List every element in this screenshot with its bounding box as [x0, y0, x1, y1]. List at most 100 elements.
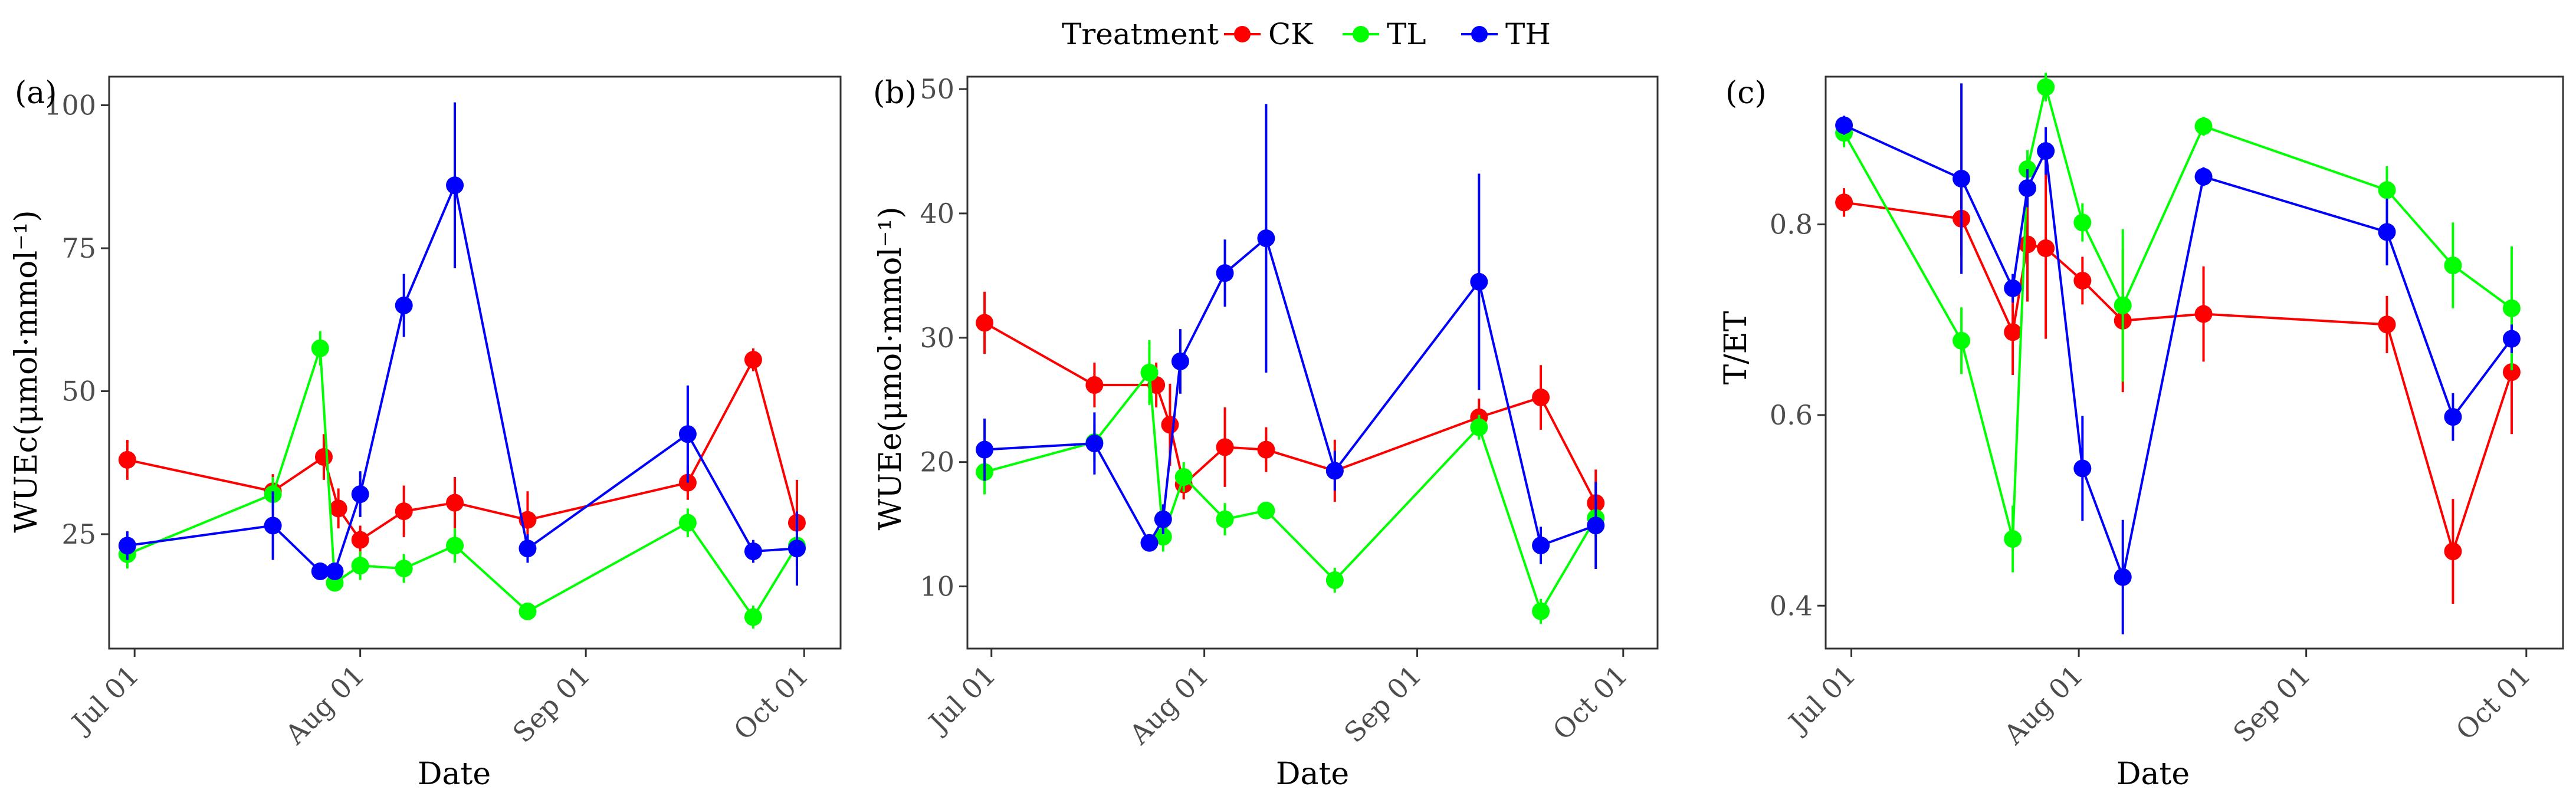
y-tick-label: 25 — [61, 518, 96, 550]
x-tick-label: Jul 01 — [1781, 659, 1862, 740]
data-point-th — [1171, 352, 1189, 370]
data-point-tl — [2194, 117, 2213, 136]
data-point-ck — [1257, 440, 1275, 459]
legend-swatch-dot — [1471, 26, 1488, 42]
series-line-tl — [1843, 87, 2513, 539]
plot-frame-c — [1824, 75, 2564, 650]
series-line-ck — [984, 321, 1597, 504]
data-point-ck — [1085, 376, 1104, 394]
series-tl-c — [1835, 73, 2521, 573]
data-point-th — [2444, 408, 2462, 426]
x-tick-label: Oct 01 — [727, 659, 815, 746]
x-tick-label: Oct 01 — [2450, 659, 2537, 746]
legend-item-tl: TL — [1343, 17, 1426, 51]
series-line-ck — [1843, 201, 2513, 555]
series-th-c — [1835, 83, 2521, 634]
y-tick-label: 0.4 — [1770, 590, 1813, 621]
data-point-th — [2378, 223, 2396, 241]
series-line-th — [1843, 124, 2513, 582]
data-point-ck — [2502, 363, 2521, 381]
data-point-th — [446, 176, 464, 195]
data-point-ck — [2194, 305, 2213, 323]
data-point-tl — [395, 560, 413, 578]
data-point-ck — [2004, 323, 2022, 341]
data-point-th — [1140, 534, 1159, 552]
data-point-ck — [329, 499, 347, 518]
data-point-tl — [519, 602, 537, 620]
x-tick-label: Aug 01 — [1997, 659, 2089, 751]
legend-label-tl: TL — [1387, 17, 1426, 51]
data-point-th — [519, 539, 537, 558]
data-point-ck — [118, 450, 136, 469]
y-tick-label: 50 — [61, 376, 96, 407]
panel-b: 10 20 30 40 50 Jul 01 Aug 01 Sep 01 Oct 01 (b) D… — [873, 73, 1659, 792]
x-tick-label: Aug 01 — [1123, 659, 1215, 751]
data-point-th — [787, 539, 806, 558]
data-point-tl — [1470, 418, 1488, 436]
data-point-tl — [744, 608, 762, 626]
legend-swatch-dot — [1353, 26, 1369, 42]
data-point-tl — [2502, 299, 2521, 317]
data-point-tl — [2004, 530, 2022, 548]
plot-frame-a — [108, 75, 842, 650]
panel-label-b: (b) — [873, 75, 917, 111]
data-point-th — [2502, 330, 2521, 348]
y-tick-label: 30 — [920, 322, 954, 354]
data-point-th — [1216, 264, 1234, 282]
data-point-th — [1587, 517, 1605, 535]
data-point-ck — [976, 314, 994, 332]
x-tick-label: Aug 01 — [279, 659, 371, 751]
data-point-th — [326, 562, 344, 581]
data-point-ck — [446, 494, 464, 512]
data-point-ck — [395, 502, 413, 521]
legend-title: Treatment — [1062, 17, 1219, 51]
data-point-ck — [351, 531, 369, 549]
data-point-th — [2004, 279, 2022, 297]
series-th-a — [118, 102, 806, 586]
data-point-tl — [1154, 528, 1172, 546]
x-axis-title-c: Date — [2116, 756, 2190, 792]
data-point-ck — [1216, 438, 1234, 456]
data-point-th — [1532, 536, 1550, 554]
data-point-th — [1470, 272, 1488, 291]
data-point-ck — [2444, 542, 2462, 561]
data-point-th — [2114, 568, 2132, 586]
y-tick-label: 0.6 — [1770, 399, 1813, 431]
x-tick-label: Oct 01 — [1547, 659, 1634, 746]
y-tick-label: 10 — [920, 571, 954, 603]
data-point-tl — [2073, 213, 2092, 232]
panel-a: 25 50 75 100 Jul 01 Aug 01 Sep 01 Oct 01 (a) Da… — [9, 75, 842, 792]
data-point-th — [976, 440, 994, 459]
data-point-tl — [446, 537, 464, 555]
data-point-th — [1325, 462, 1344, 480]
data-point-ck — [2037, 239, 2055, 257]
data-point-tl — [2378, 181, 2396, 199]
data-point-tl — [1952, 331, 1971, 350]
panel-c: 0.4 0.6 0.8 Jul 01 Aug 01 Sep 01 Oct 01 (c) Da… — [1718, 73, 2564, 792]
y-tick-label: 20 — [920, 446, 954, 478]
data-point-th — [311, 562, 329, 581]
legend-item-ck: CK — [1224, 17, 1314, 51]
data-point-ck — [314, 448, 333, 466]
plot-frame-b — [966, 75, 1659, 650]
x-axis-title-a: Date — [418, 756, 491, 792]
data-point-th — [2037, 142, 2055, 160]
data-point-tl — [311, 339, 329, 357]
data-point-ck — [1161, 416, 1179, 434]
data-point-th — [2194, 167, 2213, 186]
panel-label-c: (c) — [1725, 75, 1767, 111]
data-point-tl — [1216, 510, 1234, 528]
data-point-th — [2073, 459, 2092, 478]
data-point-ck — [1835, 193, 1853, 212]
data-point-th — [118, 537, 136, 555]
data-point-th — [1085, 435, 1104, 453]
legend: Treatment CK TL TH — [1062, 17, 1551, 51]
x-tick-label: Sep 01 — [2227, 659, 2316, 749]
y-tick-label: 100 — [44, 90, 96, 121]
data-point-tl — [678, 514, 697, 532]
x-tick-label: Jul 01 — [64, 659, 145, 740]
x-tick-label: Jul 01 — [921, 659, 1002, 740]
legend-item-th: TH — [1461, 17, 1551, 51]
data-point-th — [264, 517, 282, 535]
